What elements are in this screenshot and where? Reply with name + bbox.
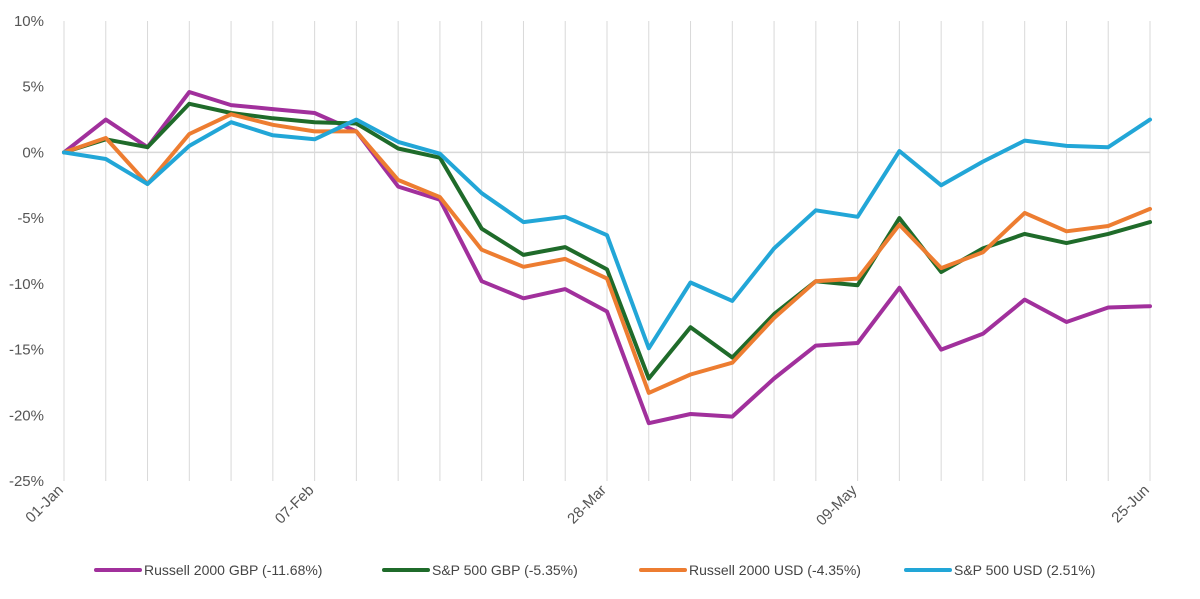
legend-label: Russell 2000 GBP (-11.68%): [144, 562, 322, 578]
series-lines: [62, 90, 1152, 426]
y-tick-label: 10%: [14, 13, 44, 30]
legend-label: S&P 500 USD (2.51%): [954, 562, 1095, 578]
legend-item: S&P 500 USD (2.51%): [904, 562, 1095, 578]
y-tick-label: -5%: [17, 210, 44, 227]
y-tick-label: -15%: [9, 342, 44, 359]
x-axis-tick-labels: 01-Jan 07-Feb 28-Mar 09-May 25-Jun: [22, 481, 1152, 529]
legend-label: Russell 2000 USD (-4.35%): [689, 562, 861, 578]
legend-label: S&P 500 GBP (-5.35%): [432, 562, 578, 578]
x-tick-label: 09-May: [813, 481, 861, 529]
y-tick-label: -25%: [9, 473, 44, 490]
legend-item: Russell 2000 GBP (-11.68%): [94, 562, 322, 578]
series-line-3: [62, 112, 1152, 395]
axes: [63, 21, 1150, 481]
y-tick-label: 5%: [22, 79, 44, 96]
x-tick-label: 25-Jun: [1108, 482, 1152, 526]
legend-item: S&P 500 GBP (-5.35%): [382, 562, 578, 578]
y-tick-label: -20%: [9, 407, 44, 424]
x-tick-label: 28-Mar: [564, 482, 610, 528]
series-line-1: [62, 90, 1152, 426]
vertical-gridlines: [105, 21, 1151, 481]
series-line-4: [62, 117, 1152, 351]
y-tick-label: -10%: [9, 276, 44, 293]
x-tick-label: 07-Feb: [272, 482, 318, 528]
legend: Russell 2000 GBP (-11.68%) S&P 500 GBP (-…: [94, 562, 1095, 578]
y-tick-label: 0%: [22, 144, 44, 161]
y-axis-tick-labels: 10% 5% 0% -5% -10% -15% -20% -25%: [9, 13, 44, 490]
legend-item: Russell 2000 USD (-4.35%): [639, 562, 861, 578]
